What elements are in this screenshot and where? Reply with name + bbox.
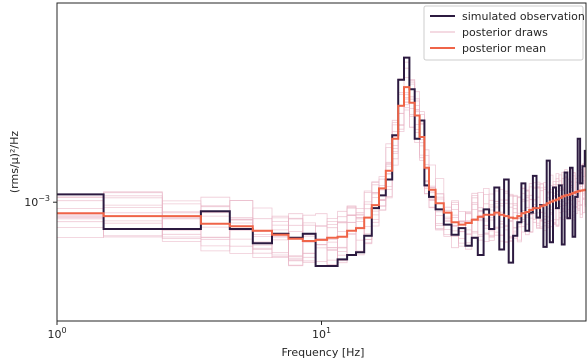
posterior-draw-line bbox=[57, 94, 586, 256]
y-axis-ticks: 10−3 bbox=[24, 194, 57, 209]
legend-box bbox=[423, 5, 584, 61]
x-tick-label: 100 bbox=[47, 326, 66, 341]
posterior-draw-line bbox=[57, 98, 586, 267]
legend-label-mean: posterior mean bbox=[462, 42, 546, 55]
simulated-observation-line bbox=[57, 56, 586, 267]
legend-label-draws: posterior draws bbox=[462, 26, 548, 39]
posterior-draw-line bbox=[57, 83, 586, 262]
posterior-draws-layer bbox=[57, 61, 586, 267]
y-tick-label: 10−3 bbox=[24, 194, 50, 209]
x-axis-label: Frequency [Hz] bbox=[282, 346, 365, 359]
posterior-draw-line bbox=[57, 102, 586, 260]
x-axis-ticks: 100 101 bbox=[47, 321, 331, 341]
posterior-draw-line bbox=[57, 91, 586, 258]
simulated-observation-layer bbox=[57, 56, 586, 267]
posterior-draw-line bbox=[57, 61, 586, 256]
legend: simulated observation posterior draws po… bbox=[423, 5, 585, 61]
y-axis-label: (rms/μ)²/Hz bbox=[8, 131, 21, 193]
posterior-mean-line bbox=[57, 86, 586, 242]
posterior-mean-layer bbox=[57, 86, 586, 242]
x-tick-label: 101 bbox=[312, 326, 331, 341]
legend-label-simulated: simulated observation bbox=[462, 10, 585, 23]
posterior-draw-line bbox=[57, 67, 586, 267]
